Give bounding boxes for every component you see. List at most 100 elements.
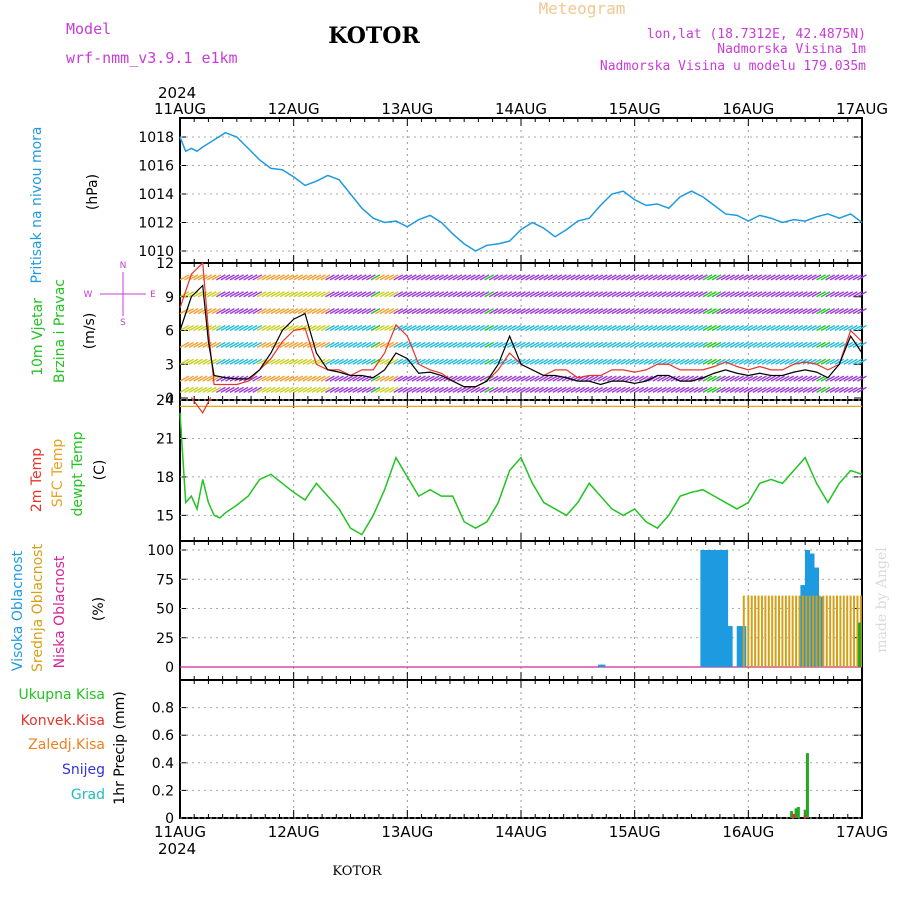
wind-barb: [666, 341, 676, 348]
wind-barb: [597, 375, 608, 382]
wind-barb: [725, 341, 735, 348]
wind-barb: [852, 358, 863, 365]
wind-barb: [338, 341, 349, 348]
wind-barb: [266, 375, 276, 382]
wind-barb: [284, 375, 294, 382]
wind-barb: [698, 308, 708, 315]
wind-barb: [798, 308, 808, 315]
wind-barb: [788, 386, 799, 393]
wind-barb: [684, 324, 694, 332]
mid-cloud-bar: [757, 595, 760, 667]
wind-barb: [597, 274, 608, 281]
wind-barb: [379, 386, 390, 393]
wind-barb: [670, 358, 681, 365]
cloud-mid-label: Srednja Oblacnost: [30, 544, 46, 672]
wind-barb: [757, 358, 767, 365]
wind-barb: [529, 291, 540, 298]
wind-barb: [643, 291, 654, 298]
wind-barb: [816, 375, 826, 382]
wind-barb: [429, 386, 440, 393]
wind-barb: [516, 341, 526, 348]
wind-barb: [602, 291, 613, 298]
wind-barb: [393, 291, 404, 298]
wind-barb: [625, 291, 635, 298]
wind-barb: [666, 358, 676, 365]
high-cloud-bar: [818, 596, 824, 667]
wind-barb: [447, 291, 458, 298]
mid-cloud-bar: [812, 595, 815, 667]
wind-barb: [734, 291, 745, 298]
time-tick-label: 16AUG: [722, 823, 774, 841]
mid-cloud-bar: [829, 595, 832, 667]
precip-ylabel: 1hr Precip (mm): [112, 691, 128, 804]
wind-barb: [511, 324, 522, 332]
wind-barb: [788, 375, 799, 382]
wind-barb: [220, 358, 231, 365]
wind-barb: [311, 274, 322, 281]
wind-barb: [852, 324, 863, 332]
wind-barb: [534, 274, 544, 281]
wind-barb: [507, 291, 517, 298]
wind-barb: [188, 386, 199, 393]
wind-barb: [757, 274, 767, 281]
wind-barb: [520, 291, 531, 298]
wind-barb: [820, 291, 831, 298]
wind-barb: [816, 358, 826, 365]
wind-barb: [457, 386, 467, 393]
wind-barb: [757, 324, 767, 332]
wind-barb: [434, 386, 444, 393]
wind-barb: [466, 358, 476, 365]
time-tick-label: 13AUG: [381, 823, 433, 841]
wind-barb: [688, 324, 699, 332]
wind-barb: [525, 324, 535, 332]
wind-barb: [629, 324, 640, 332]
wind-barb: [507, 274, 517, 281]
wind-barb: [620, 291, 631, 298]
wind-barb: [743, 308, 754, 315]
wind-barb: [261, 375, 272, 382]
time-tick-label: 12AUG: [268, 100, 320, 118]
wind-barb: [488, 375, 499, 382]
wind-barb: [461, 386, 472, 393]
wind-barb: [502, 324, 513, 332]
wind-barb: [416, 324, 426, 332]
wind-barb: [420, 341, 431, 348]
wind-barb: [407, 358, 417, 365]
time-tick-label: 14AUG: [495, 100, 547, 118]
wind-barb: [334, 324, 344, 332]
wind-barb: [256, 386, 267, 393]
wind-barb: [811, 375, 822, 382]
wind-barb: [643, 274, 654, 281]
wind-barb: [497, 308, 508, 315]
wind-barb: [316, 274, 326, 281]
wind-barb: [197, 358, 208, 365]
wind-barb: [693, 324, 704, 332]
wind-barb: [416, 386, 426, 393]
wind-barb: [793, 386, 804, 393]
wind-barb: [716, 324, 726, 332]
wind-barb: [561, 341, 572, 348]
wind-barb: [216, 274, 226, 281]
wind-barb: [688, 308, 699, 315]
wind-barb: [579, 375, 590, 382]
wind-barb: [375, 324, 385, 332]
wind-barb: [229, 274, 240, 281]
wind-barb: [397, 375, 408, 382]
wind-barb: [234, 358, 244, 365]
wind-barb: [402, 291, 413, 298]
wind-barb: [775, 386, 785, 393]
wind-barb: [579, 291, 590, 298]
wind-barb: [479, 274, 490, 281]
wind-barb: [816, 291, 826, 298]
wind-barb: [725, 324, 735, 332]
wind-barb: [779, 375, 790, 382]
wind-barb: [616, 386, 626, 393]
wind-barb: [657, 358, 667, 365]
wind-barb: [834, 341, 845, 348]
wind-barb: [452, 341, 463, 348]
wind-barb: [552, 308, 563, 315]
wind-barb: [716, 341, 726, 348]
wind-barb: [288, 386, 299, 393]
wind-barb: [584, 358, 594, 365]
wind-barb: [429, 324, 440, 332]
